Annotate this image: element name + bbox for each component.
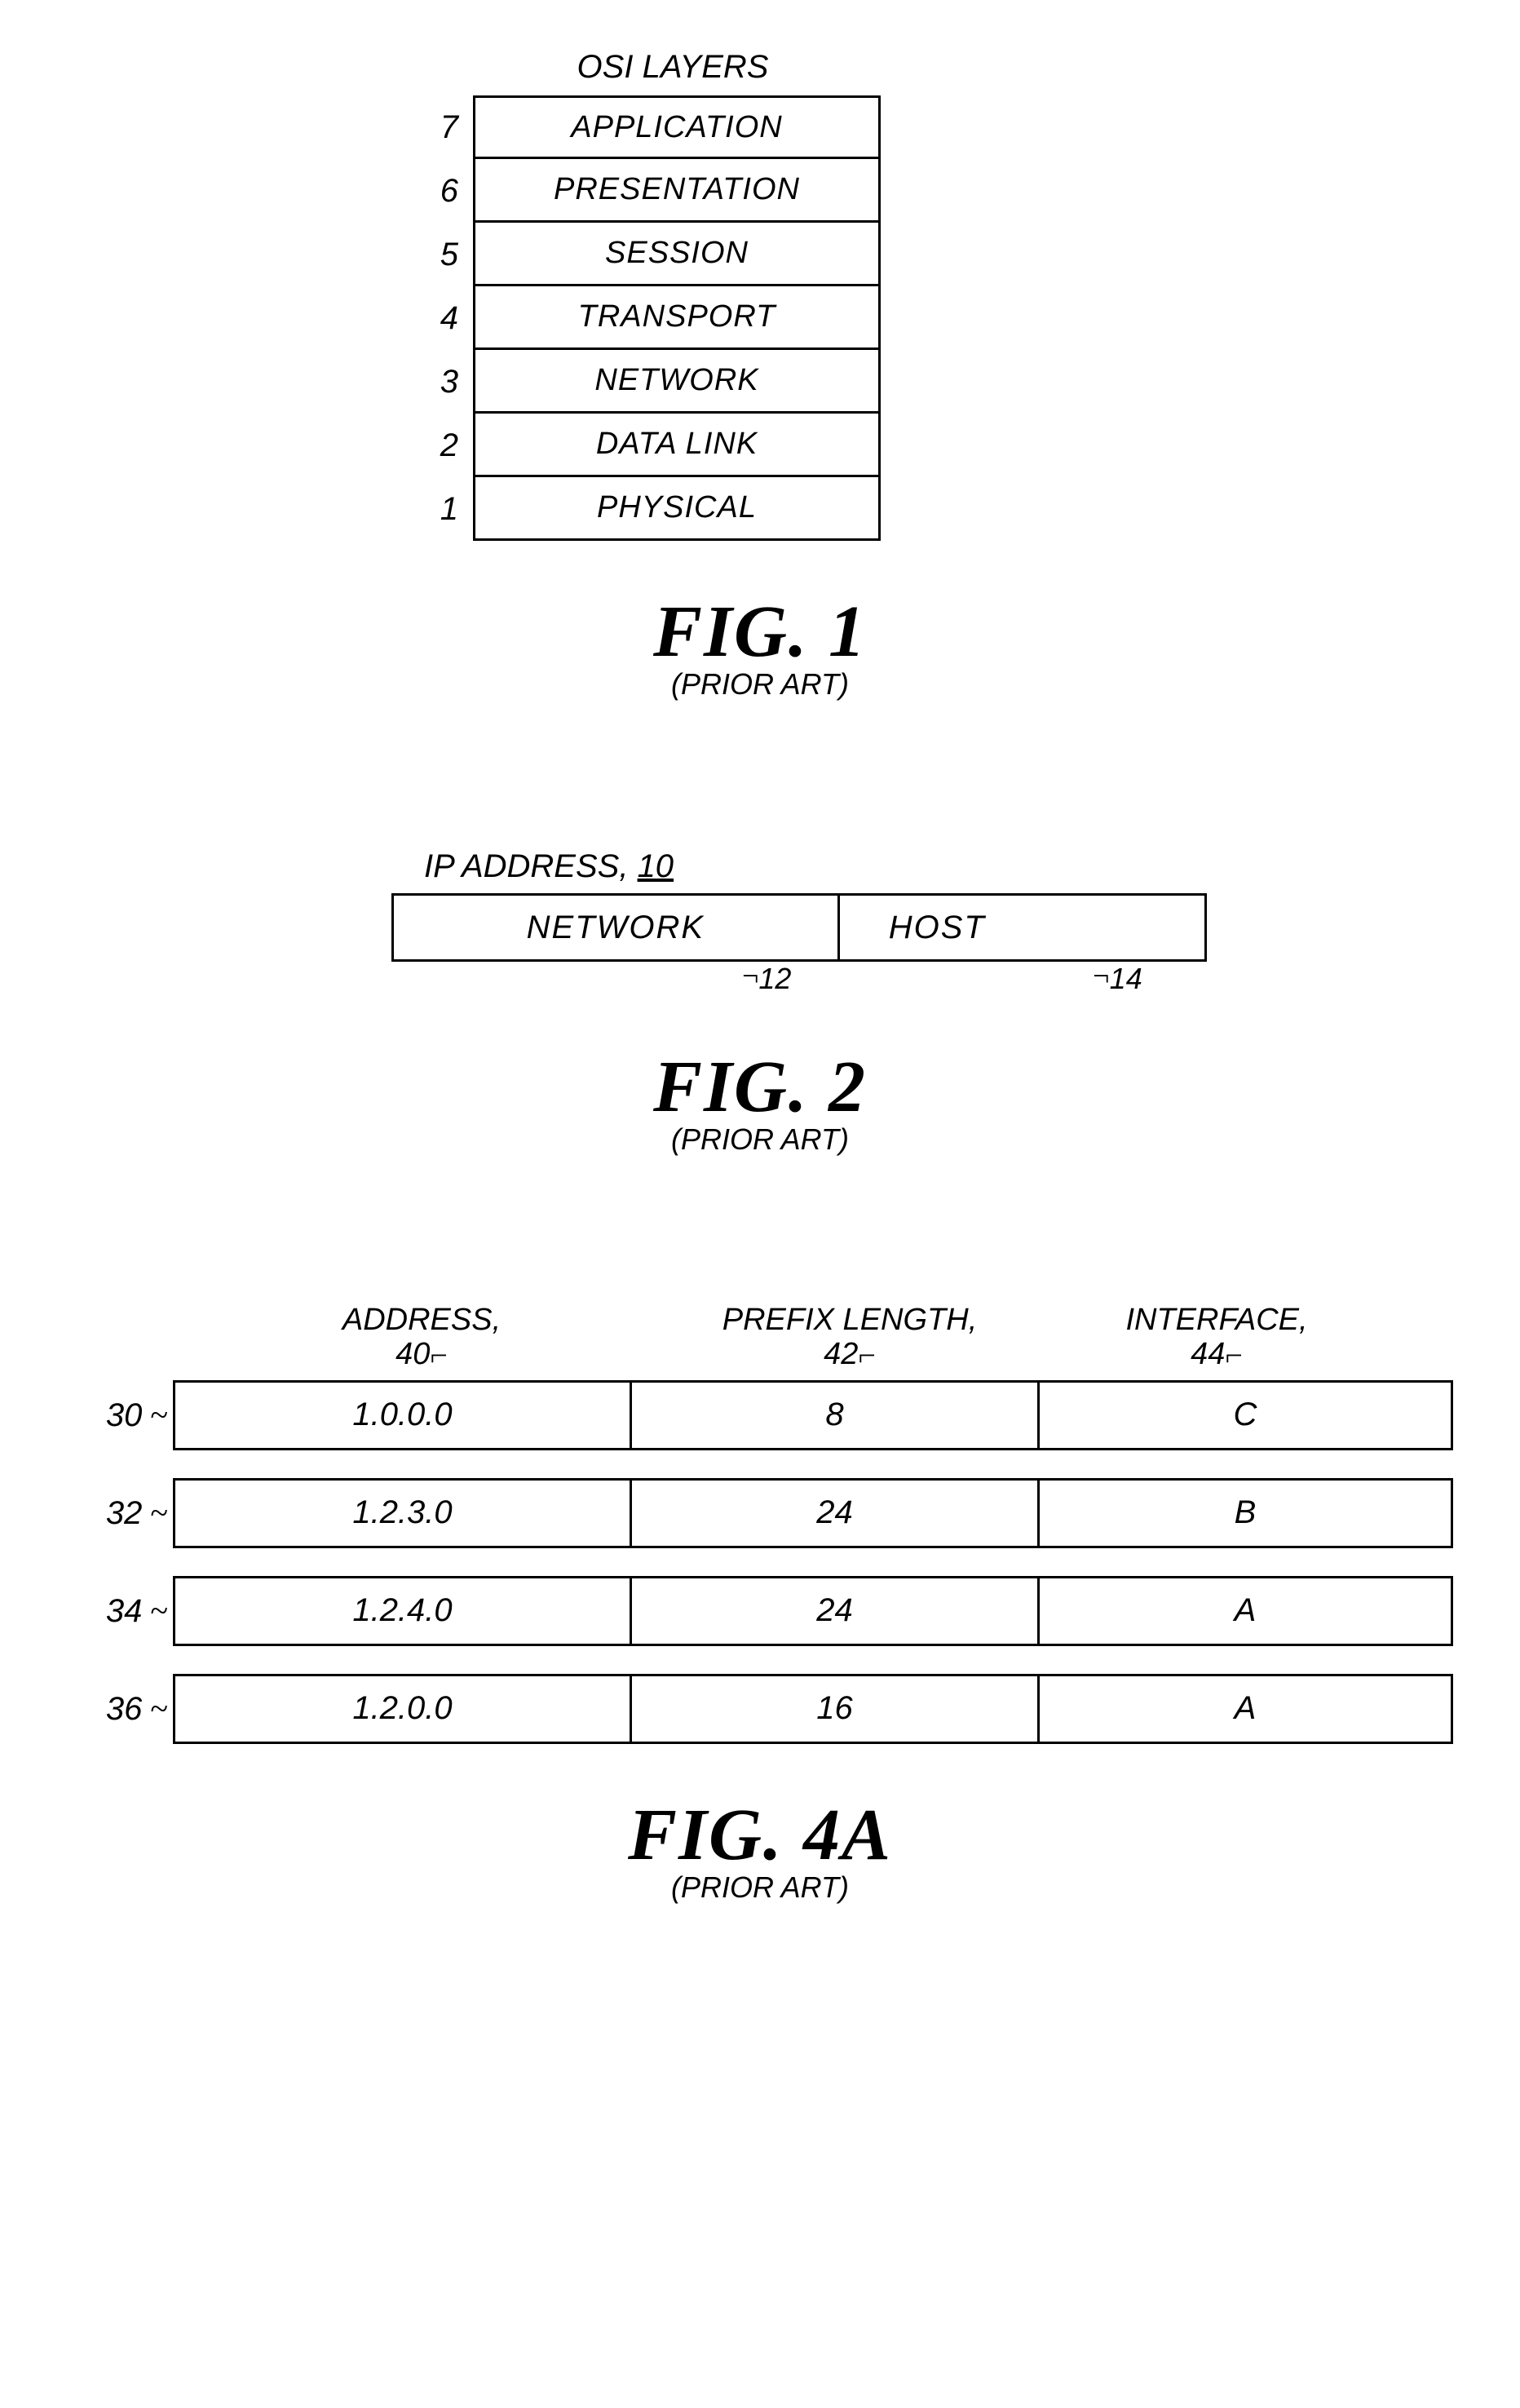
ip-title-text: IP ADDRESS, [424,848,628,884]
row-ref: 34 ~ [67,1591,173,1630]
cell-interface: A [1040,1676,1451,1742]
leader-hook-icon: ⌐ [1225,1339,1242,1374]
ip-host-ref-num: 14 [1110,962,1142,995]
osi-layer-name: NETWORK [473,350,881,414]
leader-hook-icon: ⌐ [742,958,758,993]
ip-address-wrap: IP ADDRESS, 10 NETWORK HOST ⌐12 ⌐14 [391,848,1207,996]
row-ref-num: 32 [106,1495,143,1531]
cell-interface: C [1040,1383,1451,1448]
figure-1-title: FIG. 1 [33,590,1487,674]
osi-row: 5 SESSION [424,223,881,286]
table-row: 36 ~ 1.2.0.0 16 A [67,1674,1453,1744]
osi-row: 2 DATA LINK [424,414,881,477]
cell-prefix: 24 [632,1481,1040,1546]
leader-tilde-icon: ~ [142,1397,168,1433]
osi-layer-name: PHYSICAL [473,477,881,541]
osi-table: 7 APPLICATION 6 PRESENTATION 5 SESSION 4… [424,95,881,541]
leader-hook-icon: ⌐ [1093,958,1109,993]
osi-layer-number: 2 [424,414,473,477]
figure-4a-subtitle: (PRIOR ART) [33,1870,1487,1905]
cell-address: 1.0.0.0 [175,1383,632,1448]
osi-row: 7 APPLICATION [424,95,881,159]
osi-layer-number: 7 [424,95,473,159]
header-prefix-ref: 42⌐ [824,1338,876,1372]
header-interface-ref: 44⌐ [1191,1338,1243,1372]
row-cells: 1.2.0.0 16 A [173,1674,1453,1744]
figure-1-caption: FIG. 1 (PRIOR ART) [33,590,1487,702]
figure-2-ip-address: IP ADDRESS, 10 NETWORK HOST ⌐12 ⌐14 FIG.… [33,848,1487,1157]
figure-2-caption: FIG. 2 (PRIOR ART) [33,1045,1487,1157]
figure-1-subtitle: (PRIOR ART) [33,667,1487,702]
row-cells: 1.0.0.0 8 C [173,1380,1453,1450]
osi-layer-name: APPLICATION [473,95,881,159]
ip-network-ref: ⌐12 [742,962,791,996]
cell-interface: B [1040,1481,1451,1546]
header-address-label: ADDRESS, [342,1304,501,1338]
row-cells: 1.2.3.0 24 B [173,1478,1453,1548]
header-address: ADDRESS, 40⌐ [189,1304,654,1372]
header-interface-label: INTERFACE, [1125,1304,1307,1338]
table-row: 30 ~ 1.0.0.0 8 C [67,1380,1453,1450]
osi-layer-name: SESSION [473,223,881,286]
cell-address: 1.2.4.0 [175,1578,632,1644]
leader-tilde-icon: ~ [142,1690,168,1727]
leader-tilde-icon: ~ [142,1592,168,1629]
ip-network-cell: NETWORK [394,896,840,959]
ip-network-ref-num: 12 [758,962,791,995]
osi-row: 1 PHYSICAL [424,477,881,541]
osi-title: OSI LAYERS [465,49,881,86]
routing-table-wrap: ADDRESS, 40⌐ PREFIX LENGTH, 42⌐ INTERFAC… [67,1304,1453,1744]
table-row: 32 ~ 1.2.3.0 24 B [67,1478,1453,1548]
osi-layer-name: PRESENTATION [473,159,881,223]
header-prefix-label: PREFIX LENGTH, [722,1304,978,1338]
figure-4a-caption: FIG. 4A (PRIOR ART) [33,1793,1487,1905]
figure-4a-routing-table: ADDRESS, 40⌐ PREFIX LENGTH, 42⌐ INTERFAC… [33,1304,1487,1905]
row-ref-num: 36 [106,1691,143,1727]
osi-layer-number: 5 [424,223,473,286]
row-ref-num: 30 [106,1397,143,1433]
osi-table-wrap: OSI LAYERS 7 APPLICATION 6 PRESENTATION … [424,49,881,541]
leader-tilde-icon: ~ [142,1494,168,1531]
cell-prefix: 24 [632,1578,1040,1644]
table-row: 34 ~ 1.2.4.0 24 A [67,1576,1453,1646]
leader-hook-icon: ⌐ [858,1339,875,1374]
header-address-ref-num: 40 [395,1338,430,1372]
leader-hook-icon: ⌐ [430,1339,447,1374]
osi-row: 6 PRESENTATION [424,159,881,223]
cell-prefix: 8 [632,1383,1040,1448]
ip-host-cell: HOST [840,896,1204,959]
cell-interface: A [1040,1578,1451,1644]
osi-layer-number: 4 [424,286,473,350]
osi-row: 4 TRANSPORT [424,286,881,350]
ip-box: NETWORK HOST [391,893,1207,962]
row-ref-num: 34 [106,1593,143,1629]
ip-host-ref: ⌐14 [1093,962,1142,996]
header-prefix-length: PREFIX LENGTH, 42⌐ [654,1304,1045,1372]
figure-2-subtitle: (PRIOR ART) [33,1122,1487,1157]
header-prefix-ref-num: 42 [824,1338,858,1372]
ip-refs: ⌐12 ⌐14 [391,962,1207,996]
osi-layer-name: TRANSPORT [473,286,881,350]
routing-table-headers: ADDRESS, 40⌐ PREFIX LENGTH, 42⌐ INTERFAC… [67,1304,1453,1372]
row-cells: 1.2.4.0 24 A [173,1576,1453,1646]
cell-prefix: 16 [632,1676,1040,1742]
ip-title-ref: 10 [638,848,674,884]
row-ref: 30 ~ [67,1396,173,1434]
figure-1-osi-layers: OSI LAYERS 7 APPLICATION 6 PRESENTATION … [33,49,1487,702]
osi-layer-name: DATA LINK [473,414,881,477]
row-ref: 36 ~ [67,1689,173,1728]
header-interface: INTERFACE, 44⌐ [1045,1304,1388,1372]
osi-row: 3 NETWORK [424,350,881,414]
osi-layer-number: 1 [424,477,473,541]
cell-address: 1.2.0.0 [175,1676,632,1742]
ip-title: IP ADDRESS, 10 [424,848,1207,885]
figure-4a-title: FIG. 4A [33,1793,1487,1877]
row-ref: 32 ~ [67,1494,173,1532]
header-address-ref: 40⌐ [395,1338,448,1372]
cell-address: 1.2.3.0 [175,1481,632,1546]
header-interface-ref-num: 44 [1191,1338,1225,1372]
osi-layer-number: 6 [424,159,473,223]
figure-2-title: FIG. 2 [33,1045,1487,1129]
osi-layer-number: 3 [424,350,473,414]
